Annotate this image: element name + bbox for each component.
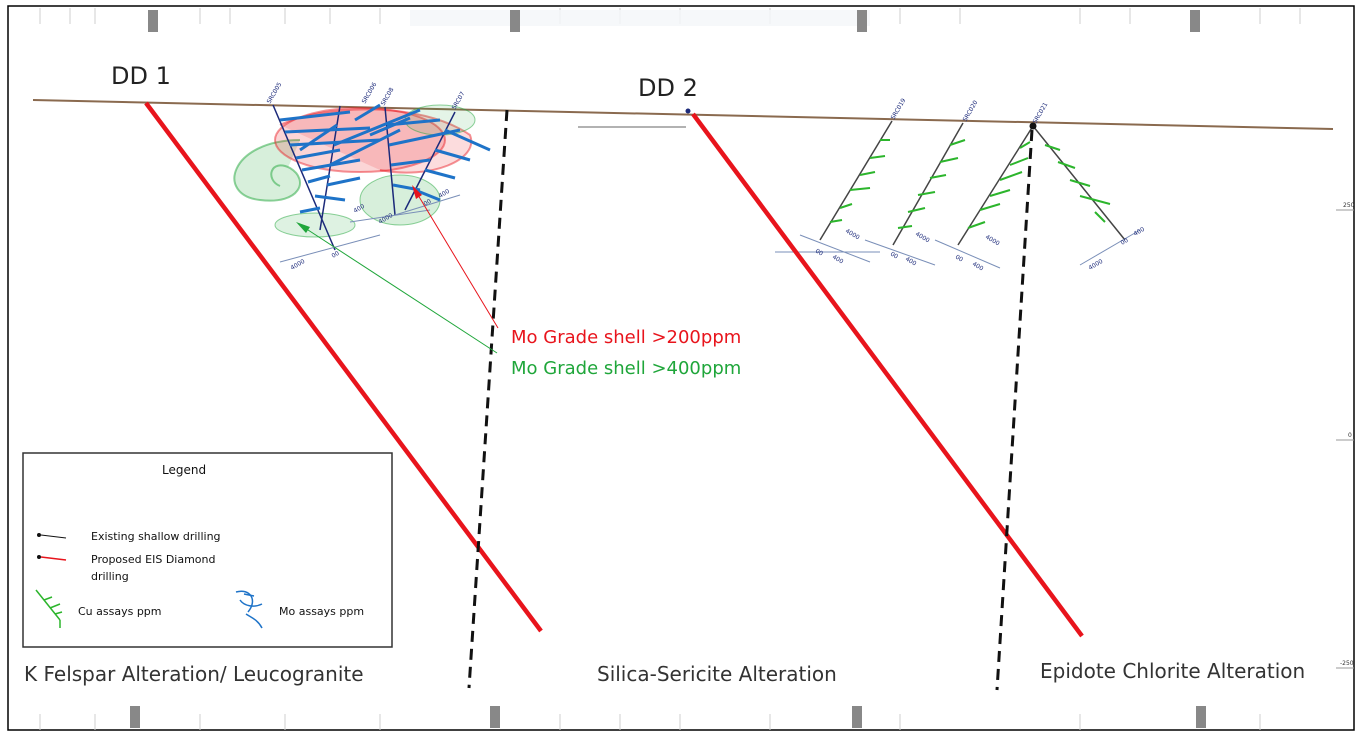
zone-label-silica-sericite: Silica-Sericite Alteration bbox=[597, 662, 837, 686]
frame bbox=[7, 5, 1355, 731]
svg-text:SRC021: SRC021 bbox=[1032, 101, 1050, 125]
zone-label-epidote-chlorite: Epidote Chlorite Alteration bbox=[1040, 659, 1305, 683]
mo200-arrow bbox=[412, 185, 499, 329]
svg-text:00: 00 bbox=[1120, 237, 1130, 247]
fault-boundary-2 bbox=[995, 129, 1034, 691]
mo-grade-shells bbox=[233, 104, 476, 238]
mo200-shell-label: Mo Grade shell >200ppm bbox=[511, 327, 741, 348]
dd2-proposed-collar bbox=[685, 108, 691, 114]
elevation-tick-250: 250 bbox=[1343, 202, 1355, 209]
mo-assay-bars bbox=[279, 103, 491, 214]
svg-text:SRC005: SRC005 bbox=[266, 81, 284, 105]
legend-box bbox=[22, 452, 393, 648]
toolbar-strip bbox=[410, 10, 870, 26]
dd1-depth-scales bbox=[279, 194, 461, 263]
legend-mo-label: Mo assays ppm bbox=[279, 605, 364, 618]
legend-existing-label: Existing shallow drilling bbox=[91, 530, 221, 543]
svg-text:4000: 4000 bbox=[1088, 258, 1105, 272]
svg-text:400: 400 bbox=[971, 261, 985, 273]
elevation-tick-0: 0 bbox=[1348, 432, 1352, 439]
dd2-depth-scales bbox=[775, 229, 1141, 269]
svg-text:00: 00 bbox=[889, 251, 899, 261]
svg-text:4000: 4000 bbox=[914, 231, 931, 245]
mo400-arrow bbox=[296, 222, 498, 354]
svg-text:00: 00 bbox=[954, 254, 964, 264]
mo400-shell-label: Mo Grade shell >400ppm bbox=[511, 358, 741, 379]
coord-labels-top bbox=[148, 10, 1200, 32]
legend-cu-label: Cu assays ppm bbox=[78, 605, 162, 618]
dd1-label: DD 1 bbox=[111, 62, 171, 90]
bottom-grid-ticks bbox=[39, 714, 1261, 730]
ground-surface-line bbox=[32, 99, 1334, 130]
dd1-proposed-drillhole bbox=[144, 101, 543, 633]
svg-text:SRC006: SRC006 bbox=[361, 81, 379, 105]
svg-text:400: 400 bbox=[831, 254, 845, 266]
svg-text:4000: 4000 bbox=[290, 258, 307, 272]
legend-cu-assay-icon bbox=[35, 589, 63, 628]
svg-text:400: 400 bbox=[904, 256, 918, 268]
svg-text:00: 00 bbox=[814, 248, 824, 258]
dd2-collar-marker bbox=[1029, 122, 1037, 130]
dd2-label: DD 2 bbox=[638, 74, 698, 102]
coord-labels-bottom bbox=[130, 706, 1206, 728]
svg-text:SRC019: SRC019 bbox=[890, 97, 908, 121]
dd2-proposed-drillhole bbox=[691, 112, 1084, 638]
svg-text:400: 400 bbox=[438, 188, 452, 200]
svg-text:SRC08: SRC08 bbox=[380, 86, 396, 107]
legend-existing-symbol bbox=[37, 533, 67, 539]
legend-title: Legend bbox=[162, 463, 206, 477]
zone-label-k-felspar: K Felspar Alteration/ Leucogranite bbox=[24, 662, 364, 686]
fault-boundary-1 bbox=[467, 109, 509, 689]
legend-mo-assay-icon bbox=[235, 590, 263, 629]
legend-proposed-symbol bbox=[37, 555, 67, 561]
legend-proposed-label: Proposed EIS Diamond bbox=[91, 553, 215, 566]
svg-text:00: 00 bbox=[423, 198, 433, 208]
svg-text:00: 00 bbox=[331, 250, 341, 260]
svg-text:400: 400 bbox=[1133, 226, 1147, 238]
cu-assay-bars bbox=[829, 139, 1111, 229]
elevation-axis: 250 0 -250 bbox=[1336, 202, 1355, 669]
svg-text:4000: 4000 bbox=[984, 234, 1001, 248]
legend: Legend Existing shallow drilling Propose… bbox=[22, 452, 393, 648]
svg-text:4000: 4000 bbox=[844, 228, 861, 242]
elevation-tick-minus-250: -250 bbox=[1340, 660, 1354, 667]
svg-text:400: 400 bbox=[353, 203, 367, 215]
svg-text:SRC020: SRC020 bbox=[962, 99, 980, 123]
legend-proposed-label-2: drilling bbox=[91, 570, 129, 583]
